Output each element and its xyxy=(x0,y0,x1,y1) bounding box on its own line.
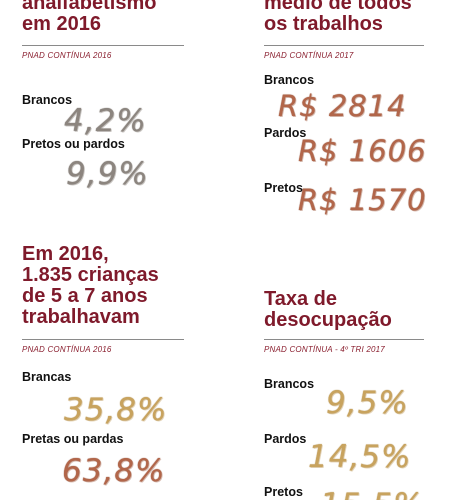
panel-title: analfabetismo em 2016 xyxy=(22,0,157,35)
row-label-pretas-ou-pardas: Pretas ou pardas xyxy=(22,432,124,446)
value-brancos: 9,5% xyxy=(326,385,409,421)
value-brancas: 35,8% xyxy=(64,392,168,428)
title-divider xyxy=(22,339,184,340)
value-pretos-ou-pardos: 9,9% xyxy=(66,156,149,192)
row-label-brancos: Brancos xyxy=(264,377,315,391)
value-pretos: R$ 1570 xyxy=(298,183,427,217)
row-label-pretos-ou-pardos: Pretos ou pardos xyxy=(22,137,125,151)
panel-analfabetismo: analfabetismo em 2016 PNAD CONTÍNUA 2016… xyxy=(22,0,222,240)
row-label-brancas: Brancas xyxy=(22,370,72,384)
row-label-pretos: Pretos xyxy=(264,181,303,195)
row-label-pardos: Pardos xyxy=(264,126,307,140)
panel-title: Taxa de desocupação xyxy=(264,288,392,331)
panel-title: Em 2016, 1.835 crianças de 5 a 7 anos tr… xyxy=(22,243,159,328)
row-label-brancos: Brancos xyxy=(264,73,315,87)
value-pardos: R$ 1606 xyxy=(298,134,427,168)
title-divider xyxy=(264,45,424,46)
source-note: PNAD CONTÍNUA 2016 xyxy=(22,51,112,60)
panel-rendimento: médio de todos os trabalhos PNAD CONTÍNU… xyxy=(264,0,464,240)
title-divider xyxy=(264,339,424,340)
source-note: PNAD CONTÍNUA - 4º TRI 2017 xyxy=(264,345,385,354)
value-brancos: R$ 2814 xyxy=(278,89,407,123)
source-note: PNAD CONTÍNUA 2017 xyxy=(264,51,354,60)
value-pardos: 14,5% xyxy=(308,439,412,475)
row-label-brancos: Brancos xyxy=(22,93,73,107)
row-label-pardos: Pardos xyxy=(264,432,307,446)
panel-trabalho-infantil: Em 2016, 1.835 crianças de 5 a 7 anos tr… xyxy=(22,244,222,500)
value-brancos: 4,2% xyxy=(64,103,147,139)
value-pretas-ou-pardas: 63,8% xyxy=(62,453,166,489)
title-divider xyxy=(22,45,184,46)
panel-desocupacao: Taxa de desocupação PNAD CONTÍNUA - 4º T… xyxy=(264,244,464,500)
row-label-pretos: Pretos xyxy=(264,485,303,499)
panel-title: médio de todos os trabalhos xyxy=(264,0,412,35)
source-note: PNAD CONTÍNUA 2016 xyxy=(22,345,112,354)
value-pretos: 15,5% xyxy=(320,487,423,500)
